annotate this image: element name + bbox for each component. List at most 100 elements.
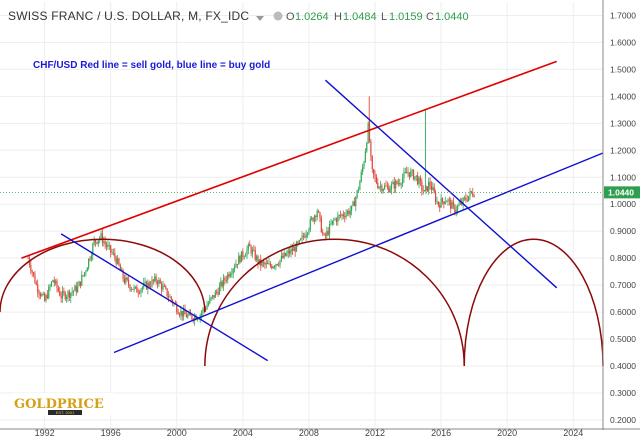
candle-body <box>312 217 314 222</box>
candle-body <box>419 178 422 182</box>
candle-body <box>319 212 321 218</box>
candle-body <box>388 186 390 193</box>
candle-body <box>422 190 424 192</box>
x-tick-label: 1996 <box>101 428 121 438</box>
candle-body <box>406 171 408 174</box>
candle-body <box>90 255 93 260</box>
cycle-arc <box>204 238 465 366</box>
candle-body <box>196 318 199 320</box>
candle-body <box>136 286 138 293</box>
candle-body <box>437 201 439 206</box>
y-tick-label: 1.5000 <box>610 64 636 74</box>
candle-body <box>432 187 434 190</box>
candle-body <box>228 273 230 277</box>
candle-body <box>298 240 300 243</box>
candle-body <box>74 285 76 291</box>
candle-body <box>472 192 474 196</box>
candle-body <box>151 279 153 287</box>
candle-body <box>315 215 317 217</box>
candle-body <box>161 283 163 290</box>
candle-body <box>309 219 311 230</box>
candle-body <box>130 288 132 290</box>
candle-body <box>428 181 430 192</box>
candle-body <box>85 271 87 273</box>
candle-body <box>417 175 419 185</box>
candle-body <box>57 287 59 291</box>
candle-body <box>167 296 170 298</box>
candle-body <box>220 281 222 287</box>
candle-body <box>181 310 183 317</box>
interval-dropdown-icon[interactable] <box>256 16 264 21</box>
candle-body <box>110 245 112 253</box>
candle-body <box>302 235 305 237</box>
candle-body <box>92 244 94 256</box>
candle-body <box>206 305 208 310</box>
candle-body <box>362 167 364 173</box>
candle-body <box>169 296 171 298</box>
candle-body <box>126 277 128 280</box>
high-value: 1.0484 <box>343 11 377 23</box>
candle-body <box>410 171 412 177</box>
candle-body <box>188 312 190 316</box>
candle-body <box>454 205 456 213</box>
candle-body <box>258 259 260 264</box>
candle-body <box>468 195 470 201</box>
candle-body <box>421 181 423 191</box>
candle-body <box>134 286 137 288</box>
candle-body <box>86 267 88 272</box>
candle-body <box>205 309 207 310</box>
candle-body <box>459 202 461 205</box>
grid <box>0 2 603 428</box>
candle-body <box>207 303 210 306</box>
candle-body <box>356 190 358 198</box>
candle-body <box>433 187 435 193</box>
candle-body <box>147 282 149 290</box>
candle-body <box>322 232 324 234</box>
last-price-label: 1.0440 <box>608 187 634 197</box>
candle-body <box>300 238 302 241</box>
trend-lines <box>0 60 604 366</box>
candle-body <box>327 231 329 235</box>
chart-annotation: CHF/USD Red line = sell gold, blue line … <box>33 60 270 71</box>
candle-body <box>436 201 438 203</box>
candle-body <box>465 197 467 201</box>
candle-body <box>408 172 411 177</box>
candle-body <box>368 123 371 142</box>
candle-body <box>238 255 240 265</box>
candle-body <box>346 210 349 214</box>
candle-body <box>351 205 353 211</box>
candle-body <box>189 312 192 316</box>
candle-body <box>411 170 413 172</box>
candle-body <box>439 205 441 208</box>
candle-body <box>77 286 79 292</box>
candle-body <box>466 200 468 201</box>
candle-body <box>339 214 342 216</box>
candle-body <box>218 286 221 295</box>
candle-body <box>426 186 428 192</box>
candle-body <box>34 274 36 284</box>
candle-body <box>359 181 361 191</box>
candle-body <box>344 216 346 218</box>
candle-body <box>425 186 427 191</box>
candle-body <box>378 186 380 188</box>
open-value: 1.0264 <box>295 11 329 23</box>
candle-body <box>473 195 475 197</box>
candle-body <box>123 278 126 283</box>
candle-body <box>293 246 295 252</box>
candle-body <box>371 155 373 170</box>
candle-body <box>379 185 382 187</box>
candle-body <box>55 280 57 284</box>
candle-body <box>159 280 161 284</box>
candle-body <box>275 264 277 267</box>
candle-body <box>53 280 55 284</box>
candle-body <box>373 169 375 175</box>
candle-body <box>355 197 357 207</box>
candle-body <box>262 261 265 263</box>
y-tick-label: 0.7000 <box>610 280 636 290</box>
candle-body <box>353 201 355 207</box>
low-value: 1.0159 <box>389 11 423 23</box>
candle-body <box>108 245 110 247</box>
candle-body <box>66 296 68 300</box>
x-tick-label: 2020 <box>497 428 517 438</box>
